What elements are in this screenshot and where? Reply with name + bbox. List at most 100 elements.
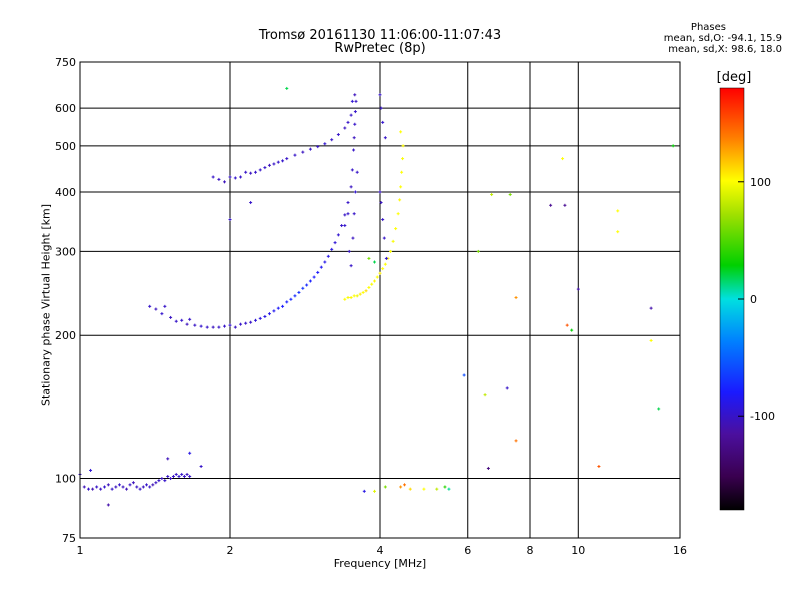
data-point bbox=[185, 472, 189, 476]
data-point bbox=[223, 324, 227, 328]
data-point bbox=[239, 322, 243, 326]
data-point bbox=[549, 203, 553, 207]
data-point bbox=[148, 304, 152, 308]
data-point bbox=[316, 145, 320, 149]
data-point bbox=[293, 294, 297, 298]
data-point bbox=[169, 477, 173, 481]
data-point bbox=[382, 236, 386, 240]
data-point bbox=[422, 487, 426, 491]
data-point bbox=[272, 309, 276, 313]
data-point bbox=[483, 393, 487, 397]
data-point bbox=[462, 373, 466, 377]
data-point bbox=[343, 126, 347, 130]
data-point bbox=[249, 171, 253, 175]
data-point bbox=[180, 318, 184, 322]
x-tick-label: 6 bbox=[464, 544, 471, 557]
data-point bbox=[649, 338, 653, 342]
data-point bbox=[160, 312, 164, 316]
y-tick-label: 750 bbox=[55, 56, 76, 69]
data-point bbox=[319, 265, 323, 269]
data-point bbox=[379, 106, 383, 110]
data-point bbox=[330, 138, 334, 142]
data-point bbox=[597, 464, 601, 468]
data-point bbox=[82, 485, 86, 489]
data-point bbox=[110, 487, 114, 491]
colorbar-tick-label: -100 bbox=[750, 410, 775, 423]
data-point bbox=[399, 130, 403, 134]
data-point bbox=[131, 481, 135, 485]
data-point bbox=[174, 319, 178, 323]
data-point bbox=[276, 306, 280, 310]
data-point bbox=[383, 485, 387, 489]
data-point bbox=[263, 166, 267, 170]
data-point bbox=[217, 325, 221, 329]
data-point bbox=[281, 304, 285, 308]
data-point bbox=[350, 99, 354, 103]
data-point bbox=[355, 294, 359, 298]
data-point bbox=[244, 170, 248, 174]
data-point bbox=[106, 503, 110, 507]
data-point bbox=[148, 485, 152, 489]
data-point bbox=[228, 323, 232, 327]
data-point bbox=[244, 321, 248, 325]
data-point bbox=[211, 175, 215, 179]
data-point bbox=[346, 120, 350, 124]
plot-frame bbox=[79, 61, 681, 539]
data-point bbox=[233, 325, 237, 329]
data-point bbox=[576, 287, 580, 291]
data-point bbox=[343, 213, 347, 217]
data-point bbox=[403, 483, 407, 487]
data-point bbox=[373, 489, 377, 493]
data-point bbox=[182, 474, 186, 478]
data-point bbox=[443, 485, 447, 489]
data-point bbox=[193, 323, 197, 327]
data-point bbox=[514, 439, 518, 443]
data-point bbox=[166, 474, 170, 478]
data-point bbox=[333, 241, 337, 245]
data-point bbox=[361, 290, 365, 294]
data-point bbox=[649, 306, 653, 310]
data-point bbox=[166, 457, 170, 461]
data-point bbox=[267, 312, 271, 316]
data-point bbox=[347, 249, 351, 253]
data-point bbox=[384, 256, 388, 260]
data-point bbox=[258, 168, 262, 172]
data-point bbox=[205, 325, 209, 329]
data-point bbox=[157, 479, 161, 483]
data-point bbox=[353, 93, 357, 97]
data-point bbox=[301, 150, 305, 154]
y-tick-label: 100 bbox=[55, 473, 76, 486]
data-point bbox=[370, 282, 374, 286]
data-point bbox=[398, 198, 402, 202]
data-point bbox=[138, 487, 142, 491]
data-point bbox=[486, 466, 490, 470]
x-tick-label: 16 bbox=[673, 544, 687, 557]
data-point bbox=[391, 239, 395, 243]
data-point bbox=[160, 477, 164, 481]
data-point bbox=[408, 487, 412, 491]
grid-lines bbox=[80, 62, 680, 538]
data-point bbox=[177, 474, 181, 478]
data-point bbox=[99, 487, 103, 491]
axis-ticks: 1 2 4 6 8 10 16 75 100 200 300 400 500 600 750 bbox=[55, 56, 687, 557]
data-point bbox=[616, 209, 620, 213]
data-point bbox=[349, 296, 353, 300]
data-point bbox=[378, 271, 382, 275]
phase-stats-o-line: mean, sd,O: -94.1, 15.9 bbox=[663, 33, 782, 44]
data-point bbox=[570, 328, 574, 332]
data-point bbox=[163, 304, 167, 308]
data-point bbox=[447, 487, 451, 491]
data-point bbox=[135, 485, 139, 489]
x-axis-label: Frequency [MHz] bbox=[333, 557, 427, 570]
data-point bbox=[281, 159, 285, 163]
data-point bbox=[171, 474, 175, 478]
data-point bbox=[399, 185, 403, 189]
x-tick-label: 1 bbox=[77, 544, 84, 557]
data-point bbox=[330, 247, 334, 251]
data-point bbox=[326, 254, 330, 258]
data-point bbox=[199, 464, 203, 468]
data-point bbox=[505, 386, 509, 390]
data-point bbox=[86, 487, 90, 491]
data-point bbox=[367, 256, 371, 260]
